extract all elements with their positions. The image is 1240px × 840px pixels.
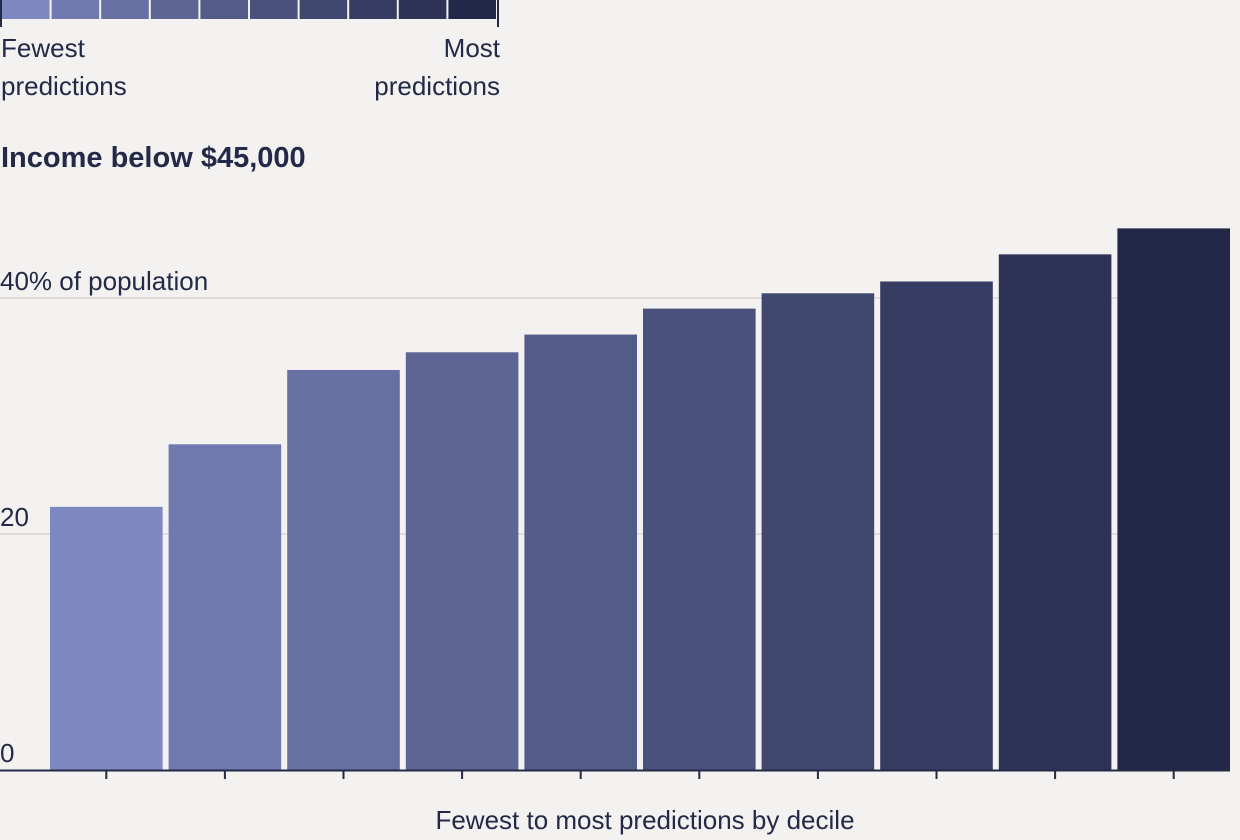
bar bbox=[524, 334, 637, 770]
color-scale-legend: Fewest predictions Most predictions bbox=[0, 0, 501, 101]
y-tick-label: 20 bbox=[0, 502, 29, 532]
y-tick-labels: 0 20 40% of population bbox=[0, 266, 208, 768]
legend-swatch bbox=[2, 0, 50, 19]
legend-swatch bbox=[299, 0, 348, 19]
bar bbox=[643, 308, 756, 770]
legend-swatches bbox=[2, 0, 496, 19]
legend-swatch bbox=[250, 0, 298, 19]
bar bbox=[287, 369, 400, 770]
legend-swatch bbox=[398, 0, 447, 19]
legend-swatch bbox=[150, 0, 199, 19]
x-axis-title: Fewest to most predictions by decile bbox=[435, 805, 854, 835]
bar bbox=[761, 293, 875, 770]
legend-high-label-line1: Most bbox=[444, 33, 501, 63]
bar bbox=[998, 254, 1112, 771]
x-axis-ticks bbox=[105, 770, 1175, 779]
bar bbox=[405, 352, 519, 770]
chart-title: Income below $45,000 bbox=[1, 142, 306, 174]
legend-swatch bbox=[349, 0, 397, 19]
legend-low-label-line2: predictions bbox=[1, 71, 127, 101]
legend-swatch bbox=[101, 0, 149, 19]
bar bbox=[880, 281, 993, 770]
y-tick-label: 0 bbox=[0, 738, 14, 768]
bar bbox=[50, 506, 163, 770]
y-tick-label: 40% of population bbox=[0, 266, 208, 296]
bar bbox=[168, 444, 282, 770]
legend-low-label-line1: Fewest bbox=[1, 33, 86, 63]
legend-swatch bbox=[448, 0, 496, 19]
bars bbox=[50, 228, 1230, 771]
legend-high-label-line2: predictions bbox=[374, 71, 500, 101]
legend-swatch bbox=[51, 0, 100, 19]
legend-swatch bbox=[200, 0, 248, 19]
bar bbox=[1117, 228, 1230, 770]
